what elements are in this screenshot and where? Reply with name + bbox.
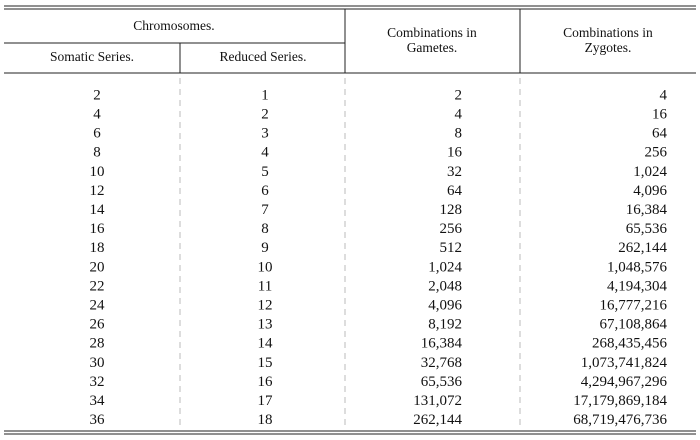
cell: 1,024 [633,164,667,180]
cell: 128 [440,202,463,218]
cell: 1 [261,87,269,103]
cell: 22 [90,278,105,294]
column-header: Gametes. [407,40,458,55]
cell: 26 [90,317,106,333]
cell: 17,179,869,184 [573,393,667,409]
cell: 14 [258,336,274,352]
cell: 4,294,967,296 [581,374,668,390]
cell: 4 [660,87,668,103]
cell: 16 [258,374,274,390]
cell: 1,048,576 [607,259,668,275]
cell: 2,048 [428,278,462,294]
cell: 6 [261,183,269,199]
cell: 16,777,216 [600,298,668,314]
cell: 256 [440,221,463,237]
cell: 4 [261,145,269,161]
cell: 3 [261,126,269,142]
column-header: Somatic Series. [50,49,134,64]
column-header: Combinations in [387,25,477,40]
cell: 24 [90,298,106,314]
cell: 268,435,456 [592,336,668,352]
cell: 4,194,304 [607,278,668,294]
cell: 14 [90,202,106,218]
cell: 131,072 [413,393,462,409]
cell: 4,096 [428,298,462,314]
cell: 7 [261,202,269,218]
cell: 18 [258,412,273,428]
cell: 17 [258,393,274,409]
cell: 1,024 [428,259,462,275]
cell: 8 [455,126,463,142]
cell: 34 [90,393,106,409]
cell: 1,073,741,824 [581,355,668,371]
cell: 2 [455,87,463,103]
cell: 32 [447,164,462,180]
cell: 256 [645,145,668,161]
cell: 16,384 [626,202,668,218]
cell: 4,096 [633,183,667,199]
cell: 8 [261,221,269,237]
cell: 30 [90,355,105,371]
cell: 16 [447,145,463,161]
cell: 13 [258,317,273,333]
cell: 512 [440,240,463,256]
cell: 20 [90,259,105,275]
group-header: Chromosomes. [133,18,214,33]
cell: 68,719,476,736 [573,412,667,428]
column-header: Combinations in [563,25,653,40]
cell: 16,384 [421,336,463,352]
cell: 15 [258,355,273,371]
cell: 6 [93,126,101,142]
cell: 2 [93,87,101,103]
cell: 262,144 [618,240,667,256]
column-header: Zygotes. [585,40,632,55]
cell: 65,536 [421,374,463,390]
cell: 64 [447,183,463,199]
cell: 12 [90,183,105,199]
cell: 4 [455,107,463,123]
cell: 9 [261,240,269,256]
cell: 12 [258,298,273,314]
cell: 10 [90,164,105,180]
cell: 32,768 [421,355,462,371]
cell: 16 [652,107,668,123]
column-header: Reduced Series. [220,49,307,64]
cell: 8,192 [428,317,462,333]
cell: 36 [90,412,106,428]
cell: 2 [261,107,269,123]
cell: 11 [258,278,272,294]
cell: 28 [90,336,105,352]
cell: 67,108,864 [600,317,668,333]
cell: 65,536 [626,221,668,237]
cell: 5 [261,164,269,180]
cell: 4 [93,107,101,123]
cell: 10 [258,259,273,275]
cell: 16 [90,221,106,237]
cell: 32 [90,374,105,390]
cell: 18 [90,240,105,256]
cell: 262,144 [413,412,462,428]
cell: 8 [93,145,101,161]
cell: 64 [652,126,668,142]
